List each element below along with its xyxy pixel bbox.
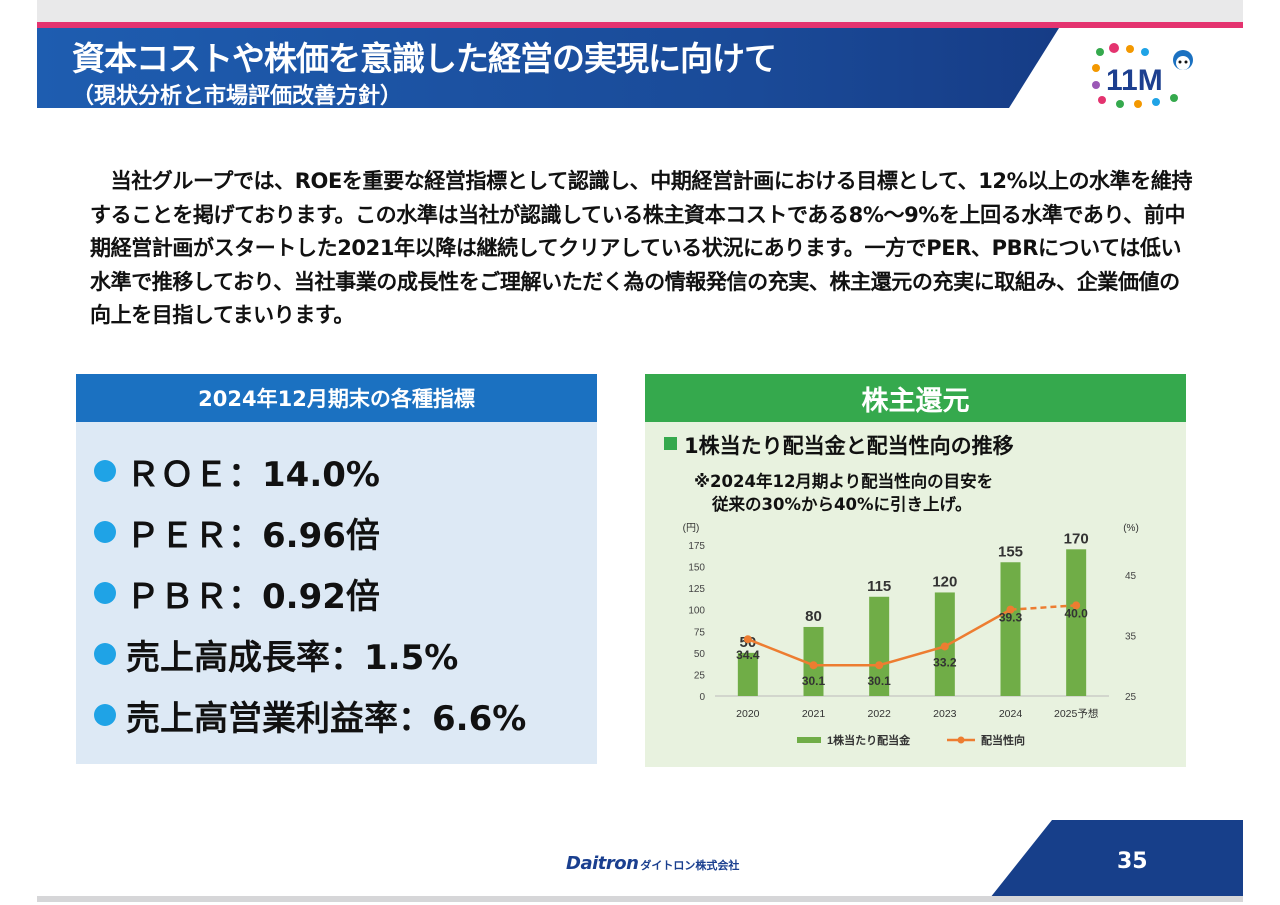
page-number: 35 (1117, 849, 1148, 874)
left-axis-unit: (円) (683, 523, 700, 534)
category-label: 2025予想 (1054, 707, 1098, 720)
kpi-panel-header: 2024年12月期末の各種指標 (76, 374, 597, 422)
bullet-icon (94, 521, 116, 543)
category-label: 2024 (999, 708, 1023, 720)
left-axis-tick: 125 (688, 584, 705, 595)
bullet-icon (94, 704, 116, 726)
left-axis-tick: 150 (688, 563, 705, 574)
left-axis-tick: 100 (688, 606, 705, 617)
kpi-item-pbr: ＰＢＲ：0.92倍 (94, 569, 380, 617)
company-logo: Daitron ダイトロン株式会社 (566, 853, 739, 874)
payout-ratio-point (940, 642, 949, 651)
campaign-logo: 11M (1088, 40, 1206, 110)
chart-note: 従来の30%から40%に引き上げ。 (712, 495, 972, 514)
right-axis-tick: 45 (1125, 571, 1137, 582)
payout-ratio-label: 40.0 (1064, 606, 1088, 620)
kpi-item-roe: ＲＯＥ：14.0% (94, 447, 380, 495)
right-axis-tick: 35 (1125, 632, 1137, 643)
shareholder-panel (645, 422, 1186, 767)
company-name: ダイトロン株式会社 (640, 859, 740, 872)
accent-rule (37, 22, 1243, 28)
shareholder-panel-header: 株主還元 (645, 374, 1186, 422)
kpi-text: 売上高営業利益率：6.6% (126, 698, 527, 739)
category-label: 2022 (867, 708, 891, 720)
bullet-icon (94, 582, 116, 604)
right-axis-unit: (%) (1123, 523, 1139, 534)
kpi-item-per: ＰＥＲ：6.96倍 (94, 508, 380, 556)
category-label: 2023 (933, 708, 957, 720)
footer-shape (990, 820, 1243, 898)
left-axis-tick: 0 (699, 692, 705, 703)
payout-ratio-label: 39.3 (999, 611, 1023, 625)
top-band (37, 0, 1243, 24)
dividend-chart: (円)(%)0255075100125150175253545508011512… (657, 515, 1173, 760)
payout-ratio-point (1006, 605, 1015, 614)
left-axis-tick: 175 (688, 541, 705, 552)
kpi-text: ＰＢＲ：0.92倍 (126, 576, 380, 617)
left-axis-tick: 50 (694, 649, 706, 660)
left-axis-tick: 25 (694, 670, 706, 681)
right-axis-tick: 25 (1125, 692, 1137, 703)
kpi-text: ＰＥＲ：6.96倍 (126, 515, 380, 556)
dividend-bar-label: 120 (932, 573, 957, 590)
payout-ratio-point (743, 635, 752, 644)
footer-rule (37, 896, 1243, 902)
logo-text: 11M (1106, 64, 1163, 97)
legend-line-label: 配当性向 (981, 733, 1025, 747)
intro-paragraph: 当社グループでは、ROEを重要な経営指標として認識し、中期経営計画における目標と… (90, 169, 1193, 327)
payout-ratio-point (1072, 601, 1081, 610)
company-brand: Daitron (566, 853, 639, 874)
legend-bar-swatch (797, 737, 821, 743)
dividend-bar-label: 115 (867, 578, 891, 595)
page-title: 資本コストや株価を意識した経営の実現に向けて (72, 39, 777, 78)
bullet-icon (94, 643, 116, 665)
dividend-bar-label: 155 (998, 543, 1023, 560)
payout-ratio-line-forecast (1010, 604, 1077, 611)
payout-ratio-point (809, 661, 818, 670)
kpi-text: 売上高成長率：1.5% (126, 637, 459, 678)
kpi-text: ＲＯＥ：14.0% (126, 454, 380, 495)
payout-ratio-label: 34.4 (736, 648, 760, 662)
kpi-panel: ＲＯＥ：14.0% ＰＥＲ：6.96倍 ＰＢＲ：0.92倍 売上高成長率：1.5… (76, 422, 597, 764)
chart-heading: 1株当たり配当金と配当性向の推移 (684, 434, 1014, 458)
square-bullet-icon (664, 437, 677, 450)
payout-ratio-label: 33.2 (933, 655, 957, 669)
dividend-bar-label: 80 (805, 608, 822, 625)
bullet-icon (94, 460, 116, 482)
payout-ratio-label: 30.1 (867, 674, 891, 688)
kpi-item-sales-growth: 売上高成長率：1.5% (94, 630, 458, 678)
category-label: 2020 (736, 708, 760, 720)
dividend-bar (869, 596, 890, 696)
category-label: 2021 (802, 708, 826, 720)
legend-bar-label: 1株当たり配当金 (827, 733, 911, 747)
dividend-bar (737, 652, 758, 696)
dividend-bar-label: 170 (1064, 530, 1089, 547)
kpi-item-operating-margin: 売上高営業利益率：6.6% (94, 691, 526, 739)
page-subtitle: （現状分析と市場評価改善方針） (72, 84, 403, 109)
left-axis-tick: 75 (694, 627, 706, 638)
dividend-bar (1066, 549, 1087, 696)
legend-line-marker (957, 736, 965, 744)
payout-ratio-point (875, 661, 884, 670)
dividend-bar (1000, 562, 1021, 696)
chart-note: ※2024年12月期より配当性向の目安を (694, 472, 994, 491)
payout-ratio-label: 30.1 (802, 674, 826, 688)
dividend-chart-svg: (円)(%)0255075100125150175253545508011512… (683, 523, 1139, 747)
title-banner (37, 28, 1059, 108)
